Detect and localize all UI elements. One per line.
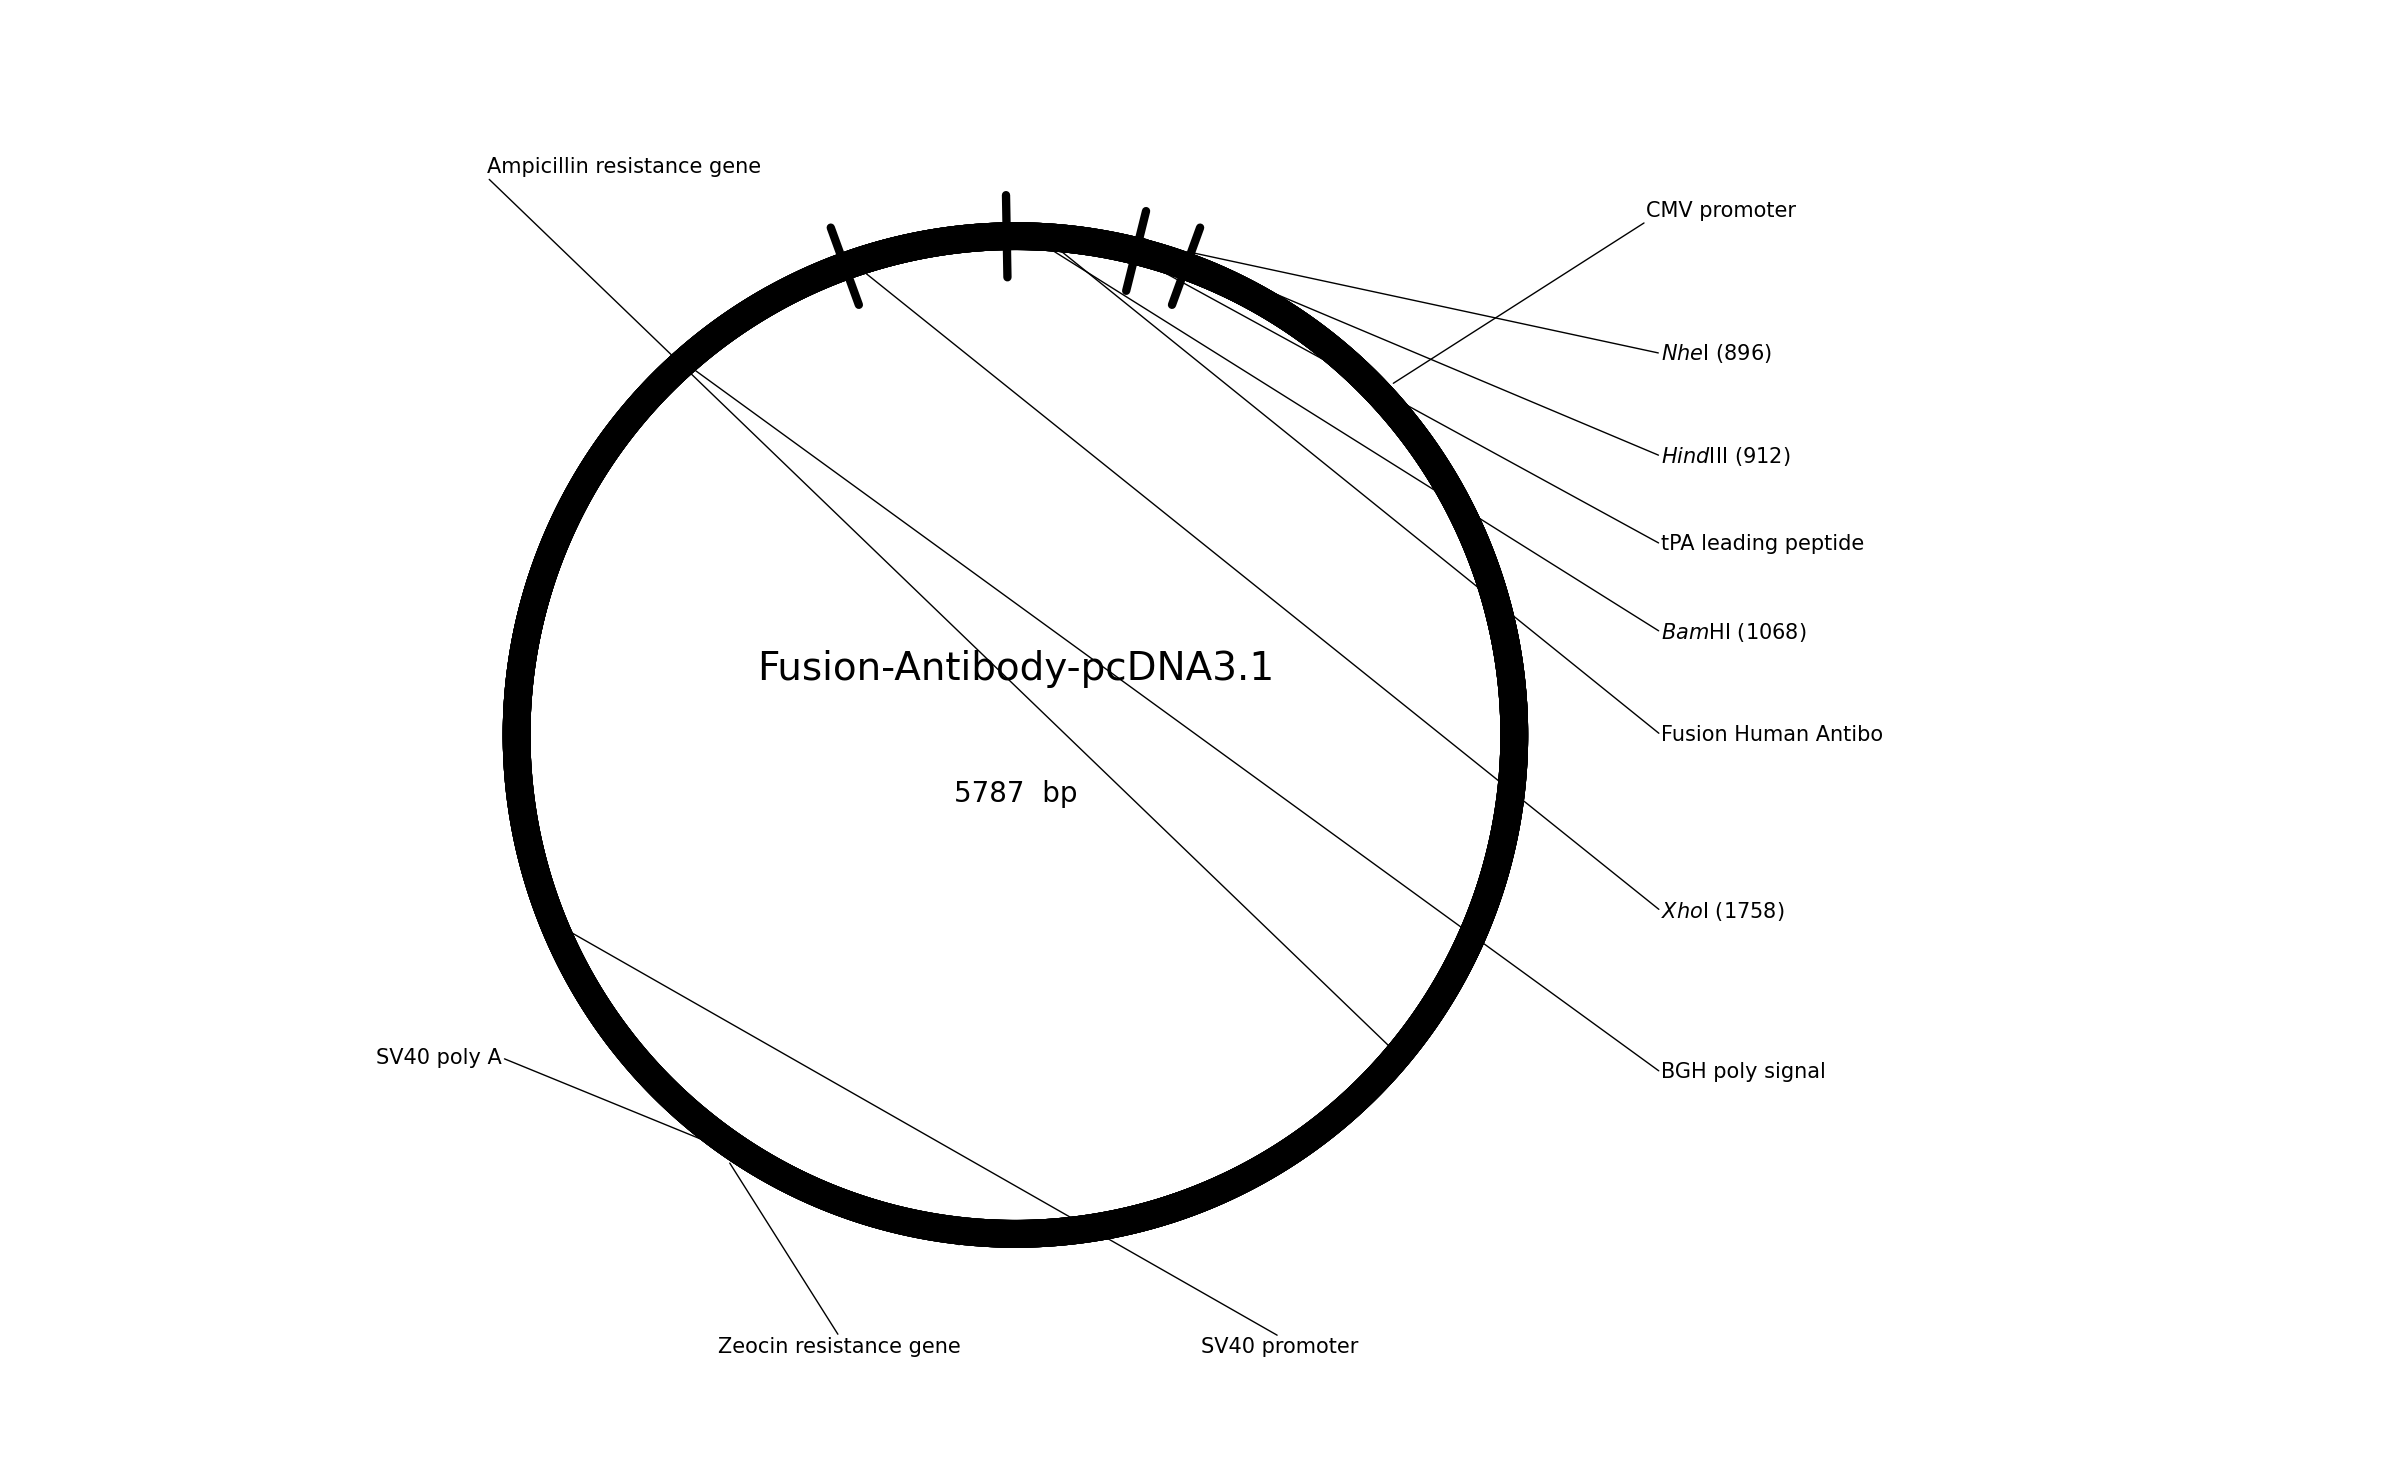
Text: $\it{Nhe}$I (896): $\it{Nhe}$I (896) xyxy=(1661,343,1773,365)
Text: CMV promoter: CMV promoter xyxy=(1647,201,1797,222)
Text: $\it{Hind}$III (912): $\it{Hind}$III (912) xyxy=(1661,445,1790,467)
Text: tPA leading peptide: tPA leading peptide xyxy=(1661,534,1864,554)
Text: Fusion Human Antibo: Fusion Human Antibo xyxy=(1661,725,1883,745)
Text: SV40 promoter: SV40 promoter xyxy=(1201,1336,1358,1357)
Text: SV40 poly A: SV40 poly A xyxy=(377,1048,503,1067)
Text: BGH poly signal: BGH poly signal xyxy=(1661,1063,1825,1082)
Text: $\it{Xho}$I (1758): $\it{Xho}$I (1758) xyxy=(1661,900,1785,923)
Text: Zeocin resistance gene: Zeocin resistance gene xyxy=(717,1336,960,1357)
Text: $\it{Bam}$HI (1068): $\it{Bam}$HI (1068) xyxy=(1661,620,1806,644)
Text: 5787  bp: 5787 bp xyxy=(953,779,1077,807)
Text: Fusion-Antibody-pcDNA3.1: Fusion-Antibody-pcDNA3.1 xyxy=(758,650,1275,688)
Text: Ampicillin resistance gene: Ampicillin resistance gene xyxy=(486,157,760,178)
